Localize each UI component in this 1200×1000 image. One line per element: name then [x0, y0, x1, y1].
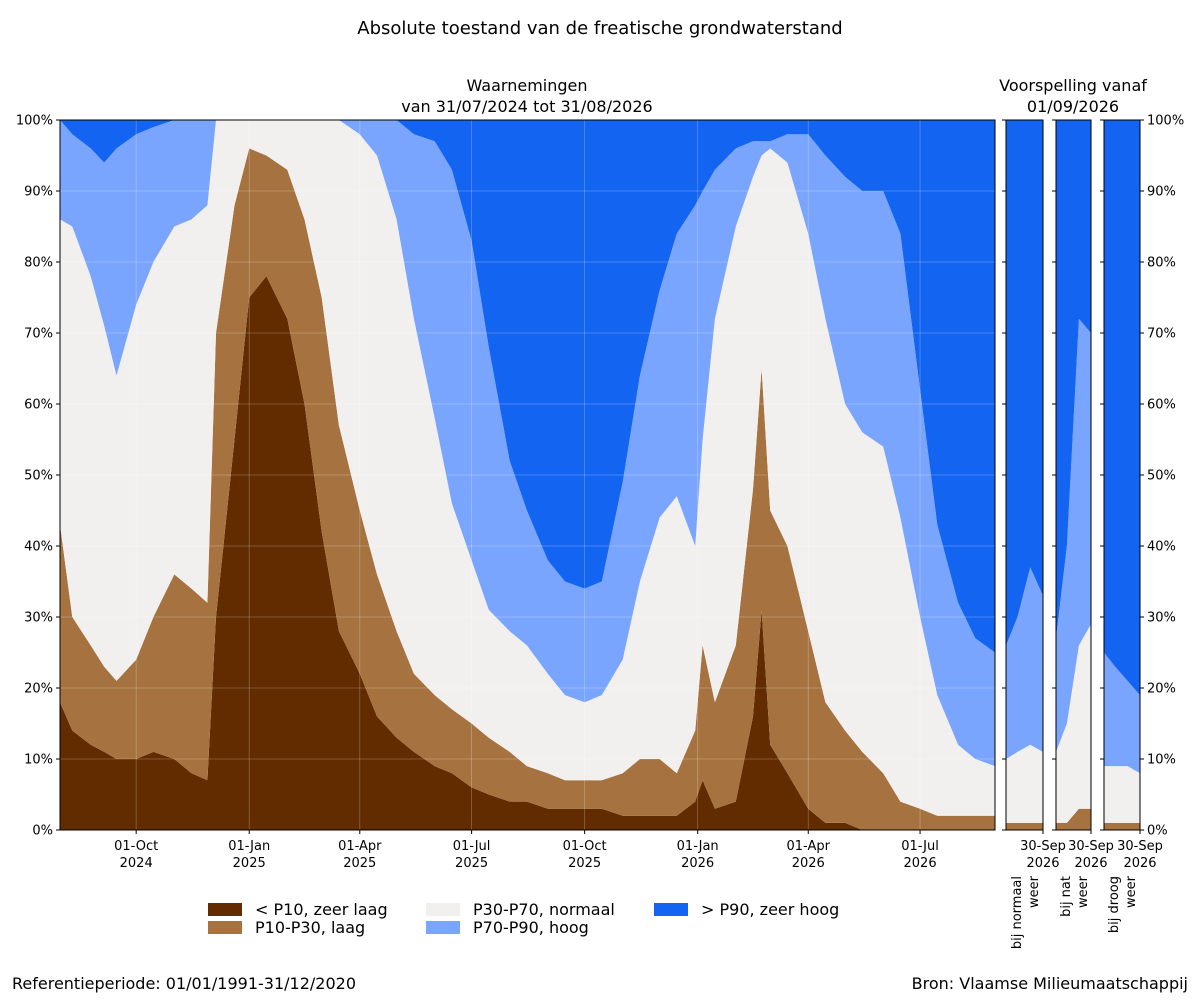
x-tick-label: 01-Apr [787, 839, 831, 854]
forecast-wet-band-very-low [1056, 120, 1091, 639]
band-low [60, 120, 995, 767]
y-tick-label-right: 60% [1147, 398, 1176, 413]
y-tick-label-right: 10% [1147, 753, 1176, 768]
forecast-dry-band-low [1104, 652, 1140, 774]
x-tick-label: 01-Jul [901, 839, 939, 854]
band-very-high [60, 276, 995, 830]
forecast-x-tick-label-year: 2026 [1026, 856, 1059, 871]
forecast-normal-band-low [1006, 567, 1043, 759]
y-tick-label-right: 100% [1147, 114, 1184, 129]
x-tick-label: 01-Jan [228, 839, 270, 854]
band-normal [60, 120, 995, 816]
y-tick-label-left: 50% [24, 469, 53, 484]
y-tick-label-left: 70% [24, 327, 53, 342]
y-tick-label-left: 60% [24, 398, 53, 413]
forecast-title-line2: 01/09/2026 [1027, 97, 1119, 116]
y-tick-label-right: 90% [1147, 185, 1176, 200]
legend-item-very-high: > P90, zeer hoog [654, 900, 839, 919]
forecast-x-tick-label-year: 2026 [1074, 856, 1107, 871]
legend-item-very-low: < P10, zeer laag [208, 900, 388, 919]
x-tick-label: 01-Apr [338, 839, 382, 854]
x-tick-label-year: 2025 [568, 856, 601, 871]
y-tick-label-left: 0% [32, 824, 53, 839]
forecast-x-tick-label-year: 2026 [1123, 856, 1156, 871]
legend-swatch-high [426, 921, 460, 934]
legend-label-low: P10-P30, laag [255, 918, 366, 937]
band-very-low [60, 120, 995, 653]
legend-swatch-very-high [654, 903, 688, 916]
forecast-panel-label: bij normaal [1010, 876, 1025, 949]
observations-title-line1: Waarnemingen [467, 76, 588, 95]
source-credit: Bron: Vlaamse Milieumaatschappij [911, 974, 1188, 993]
y-tick-label-right: 50% [1147, 469, 1176, 484]
x-tick-label: 01-Oct [114, 839, 158, 854]
y-tick-label-left: 10% [24, 753, 53, 768]
y-tick-label-left: 30% [24, 611, 53, 626]
y-tick-label-right: 70% [1147, 327, 1176, 342]
observations-title-line2: van 31/07/2024 tot 31/08/2026 [401, 97, 652, 116]
forecast-dry-band-high [1104, 822, 1140, 830]
y-tick-label-left: 100% [16, 114, 53, 129]
forecast-dry-band-very-low [1104, 120, 1140, 696]
x-tick-label-year: 2024 [120, 856, 153, 871]
x-tick-label: 01-Oct [563, 839, 607, 854]
legend-label-very-high: > P90, zeer hoog [701, 900, 840, 919]
forecast-x-tick-label: 30-Sep [1117, 839, 1163, 854]
reference-period: Referentieperiode: 01/01/1991-31/12/2020 [12, 974, 356, 993]
forecast-title-line1: Voorspelling vanaf [999, 76, 1147, 95]
observations-panel: 0% 10% 20% 30% 40% 50% 60% 70% 80% 90% 100% 01-Oct 2… [16, 114, 996, 871]
forecast-wet-band-normal [1056, 624, 1091, 823]
y-tick-label-left: 40% [24, 540, 53, 555]
legend-item-normal: P30-P70, normaal [426, 900, 615, 919]
forecast-panel-label: bij nat [1059, 876, 1074, 917]
legend-swatch-normal [426, 903, 460, 916]
forecast-panel-label-line2: weer [1124, 875, 1139, 908]
y-tick-label-right: 20% [1147, 682, 1176, 697]
legend-label-high: P70-P90, hoog [473, 918, 589, 937]
forecast-wet-band-high [1056, 808, 1091, 830]
y-tick-label-right: 0% [1147, 824, 1168, 839]
forecast-panel-label: bij droog [1107, 876, 1122, 933]
forecast-x-tick-label: 30-Sep [1068, 839, 1114, 854]
legend-swatch-low [208, 921, 242, 934]
x-tick-label: 01-Jul [453, 839, 491, 854]
forecast-normal-band-high [1006, 822, 1043, 830]
forecast-panel-label-line2: weer [1027, 875, 1042, 908]
forecast-normal-band-normal [1006, 744, 1043, 823]
y-tick-label-right: 30% [1147, 611, 1176, 626]
x-tick-label: 01-Jan [677, 839, 719, 854]
x-tick-label-year: 2025 [455, 856, 488, 871]
x-tick-label-year: 2026 [904, 856, 937, 871]
x-tick-label-year: 2026 [792, 856, 825, 871]
legend-item-high: P70-P90, hoog [426, 918, 589, 937]
legend-item-low: P10-P30, laag [208, 918, 365, 937]
legend-label-very-low: < P10, zeer laag [255, 900, 388, 919]
x-tick-label-year: 2026 [681, 856, 714, 871]
y-tick-label-left: 80% [24, 256, 53, 271]
y-tick-label-right: 80% [1147, 256, 1176, 271]
chart-title: Absolute toestand van de freatische gron… [357, 18, 842, 39]
y-tick-label-right: 40% [1147, 540, 1176, 555]
x-tick-label-year: 2025 [233, 856, 266, 871]
y-tick-label-left: 90% [24, 185, 53, 200]
forecast-x-tick-label: 30-Sep [1020, 839, 1066, 854]
legend-swatch-very-low [208, 903, 242, 916]
forecast-wet-band-low [1056, 318, 1091, 752]
forecast-normal-band-very-low [1006, 120, 1043, 646]
forecast-dry-band-normal [1104, 766, 1140, 823]
forecast-panel-label-line2: weer [1076, 875, 1091, 908]
y-tick-label-left: 20% [24, 682, 53, 697]
band-high [60, 148, 995, 830]
x-tick-label-year: 2025 [343, 856, 376, 871]
legend-label-normal: P30-P70, normaal [473, 900, 615, 919]
